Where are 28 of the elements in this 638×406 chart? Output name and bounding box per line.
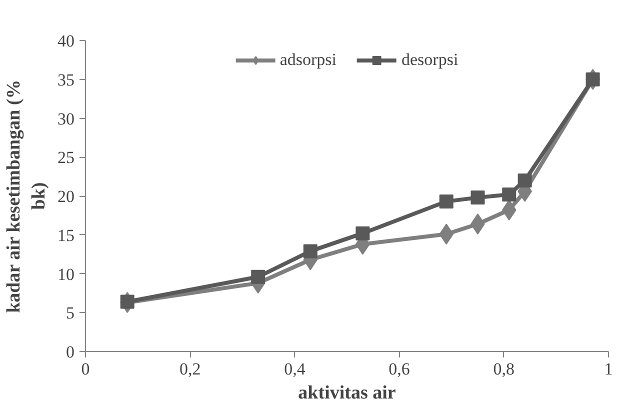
- point: [356, 226, 370, 240]
- y-tick-label: 40: [58, 32, 74, 50]
- point: [518, 173, 532, 188]
- y-tick-label: 10: [58, 264, 74, 284]
- y-tick-label: 25: [58, 148, 74, 168]
- x-axis-title: aktivitas air: [298, 382, 396, 404]
- y-tick-label: 5: [66, 304, 74, 323]
- legend-label: adsorpsi: [280, 50, 336, 70]
- point: [502, 187, 516, 202]
- legend-label: desorpsi: [402, 50, 458, 70]
- x-tick-label: 1: [604, 360, 613, 378]
- point: [586, 72, 600, 86]
- point: [251, 270, 266, 284]
- y-tick-label: 0: [66, 342, 74, 362]
- x-tick-label: 0,6: [388, 360, 410, 378]
- x-tick-label: 0,8: [493, 360, 515, 378]
- y-tick-label: 15: [58, 226, 74, 245]
- point: [303, 244, 318, 258]
- x-tick-label: 0,2: [179, 360, 201, 378]
- x-tick-label: 0: [81, 360, 90, 378]
- point: [120, 294, 134, 309]
- y-tick-label: 30: [58, 109, 74, 128]
- y-tick-label: 20: [58, 187, 74, 206]
- x-tick-label: 0,4: [284, 360, 306, 378]
- y-tick-label: 35: [58, 70, 74, 90]
- point: [439, 194, 454, 208]
- y-axis-title: kadar air kesetimbangan (% bk): [3, 80, 50, 313]
- point: [470, 190, 485, 205]
